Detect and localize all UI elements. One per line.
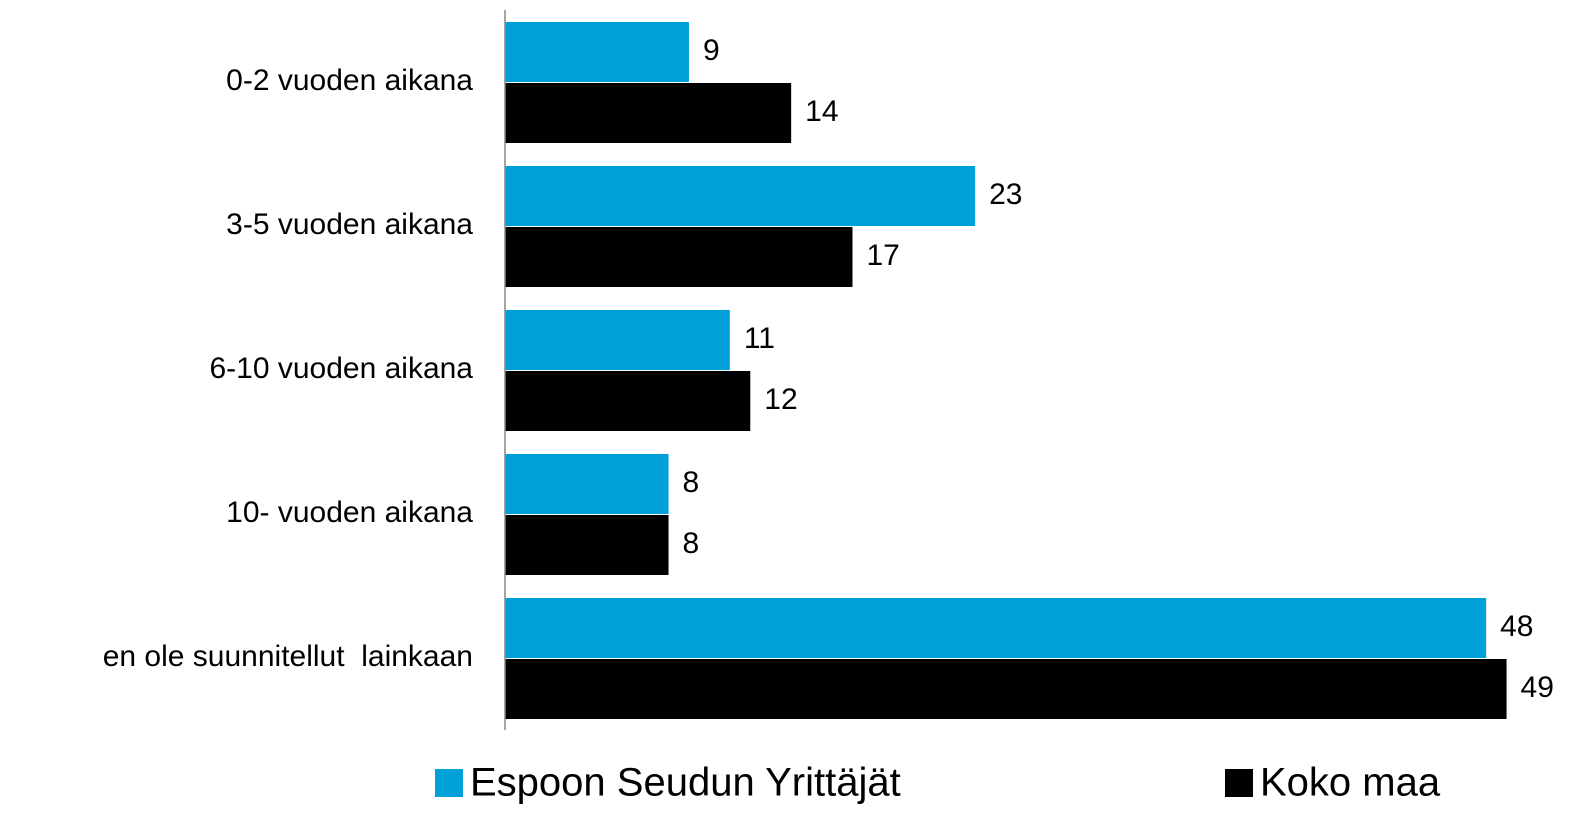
value-label: 12 [764, 383, 797, 416]
value-label: 8 [683, 466, 700, 499]
bar [505, 659, 1507, 719]
value-label: 49 [1521, 671, 1554, 704]
bar [505, 515, 669, 575]
bar [505, 598, 1487, 658]
category-label: 0-2 vuoden aikana [226, 64, 473, 97]
value-label: 9 [703, 34, 720, 67]
bar [505, 83, 792, 143]
legend-swatch [1225, 769, 1253, 797]
legend-label: Koko maa [1260, 761, 1441, 805]
bar [505, 310, 730, 370]
value-label: 23 [989, 178, 1022, 211]
category-label: 3-5 vuoden aikana [226, 208, 473, 241]
value-label: 14 [805, 95, 838, 128]
legend-label: Espoon Seudun Yrittäjät [470, 761, 901, 805]
bar [505, 166, 976, 226]
bar [505, 227, 853, 287]
value-label: 48 [1500, 610, 1533, 643]
value-label: 8 [683, 527, 700, 560]
bar [505, 454, 669, 514]
bar [505, 22, 689, 82]
value-label: 17 [866, 239, 899, 272]
legend-swatch [435, 769, 463, 797]
category-label: 6-10 vuoden aikana [209, 352, 473, 385]
value-label: 11 [744, 322, 775, 355]
bar [505, 371, 751, 431]
category-label: en ole suunnitellut lainkaan [103, 640, 473, 673]
category-label: 10- vuoden aikana [226, 496, 473, 529]
